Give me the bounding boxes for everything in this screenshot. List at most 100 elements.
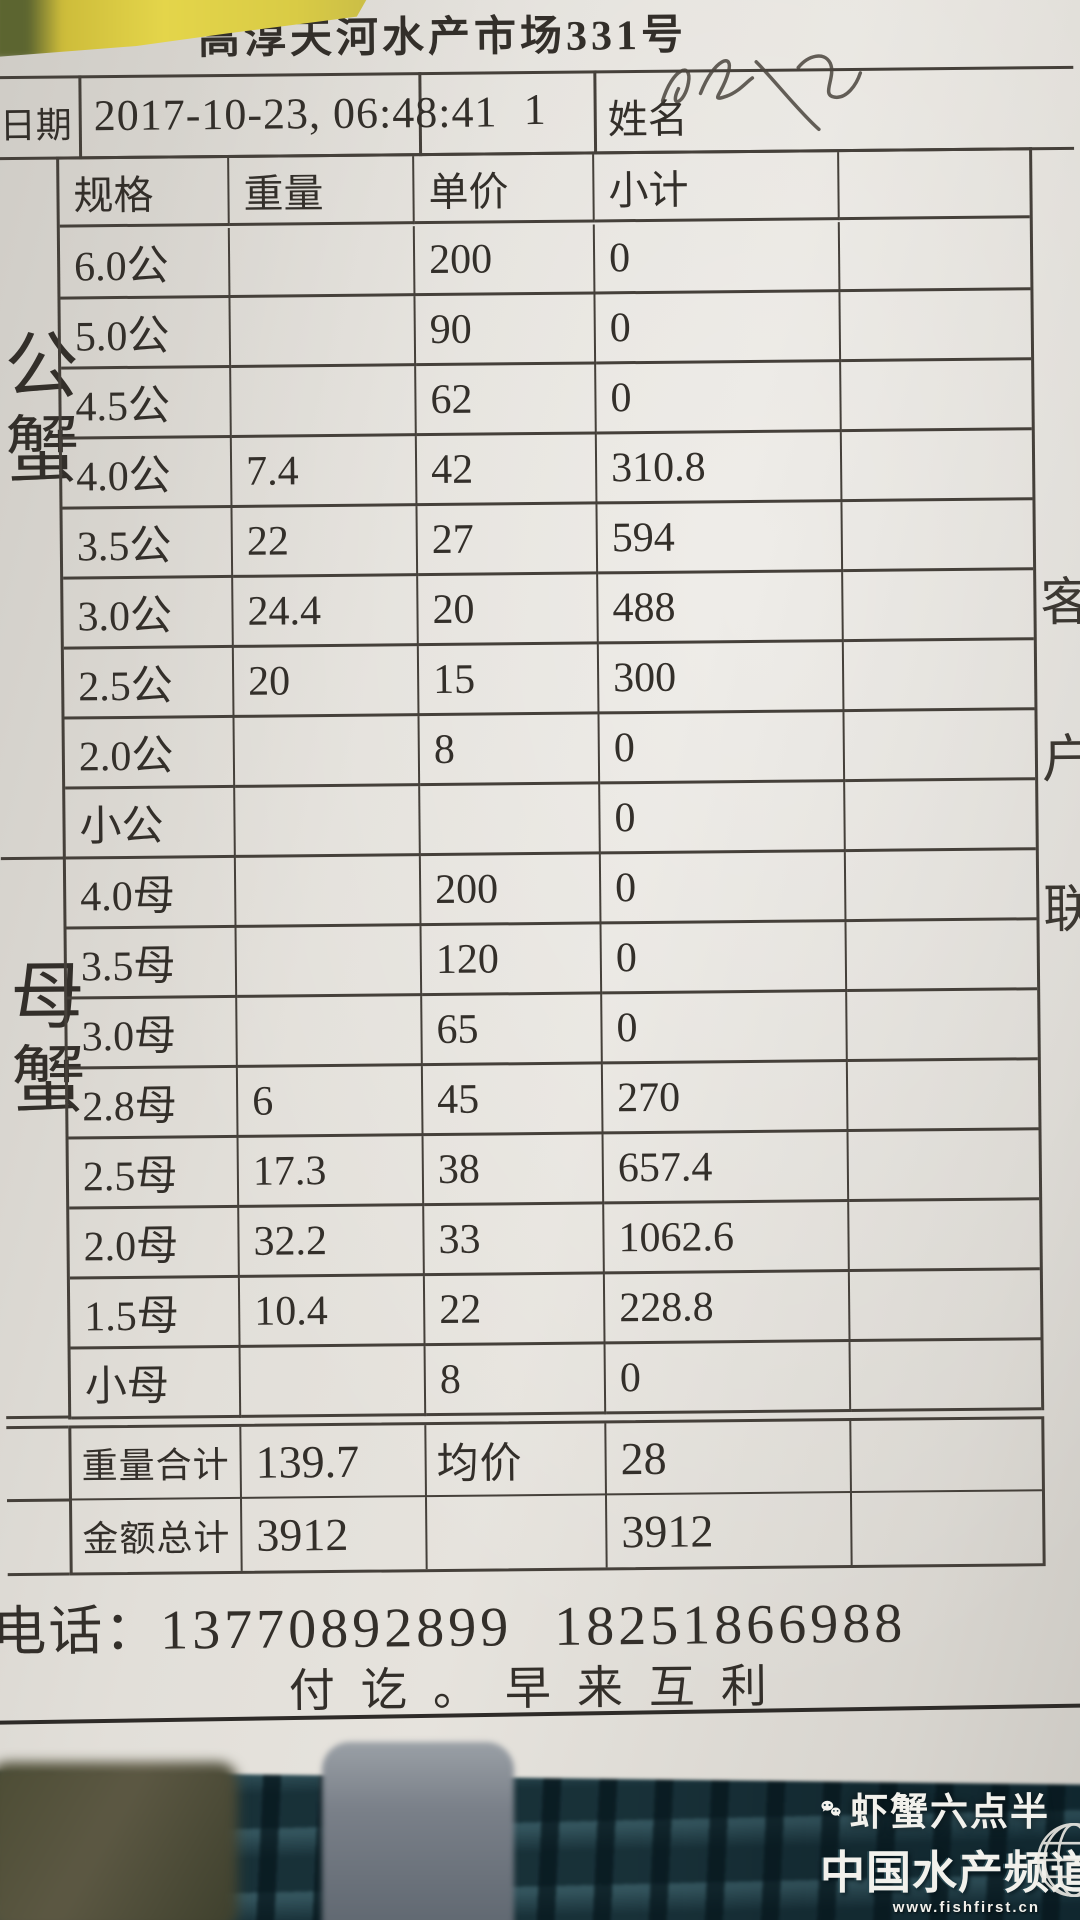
cell-extra	[842, 500, 1034, 573]
cell-extra	[851, 1419, 1042, 1494]
date-value: 2017-10-23, 06:48:41	[93, 87, 498, 141]
cell-extra	[841, 430, 1033, 503]
watermark: 虾蟹六点半 中国水产频道 www.fishfirst.cn	[820, 1781, 1080, 1916]
phone-label: 电话：	[0, 1600, 161, 1663]
cell-subtotal: 0	[605, 1342, 852, 1415]
cell-subtotal: 0	[594, 222, 841, 295]
cell-subtotal: 0	[600, 852, 847, 925]
cell-extra	[847, 990, 1038, 1063]
summary-tick	[7, 1572, 70, 1577]
cell-unit-price: 200	[414, 224, 596, 297]
avg-price-label: 均价	[426, 1423, 607, 1498]
cell-extra	[840, 290, 1032, 363]
price-table: 规格 重量 单价 小计 6.0公 200 0 5.0公 90 0 4.5公 62 0 4.0公 7.…	[56, 147, 1045, 1420]
total-amount-value: 3912	[242, 1497, 428, 1571]
cell-blank	[426, 1495, 608, 1570]
cell-spec: 4.0公	[61, 437, 233, 510]
table-bottom-tick	[6, 1415, 72, 1420]
cell-spec: 2.0母	[69, 1207, 240, 1280]
cell-extra	[848, 1130, 1040, 1203]
avg-price-value: 28	[606, 1421, 852, 1496]
cell-spec: 小母	[70, 1347, 242, 1420]
cell-extra	[849, 1270, 1041, 1343]
background-dark-object	[0, 1762, 238, 1920]
cell-extra	[839, 220, 1031, 293]
cell-unit-price: 200	[420, 854, 602, 927]
cell-spec: 2.5公	[63, 647, 235, 720]
col-header-subtotal: 小计	[594, 152, 840, 223]
cell-unit-price: 15	[418, 644, 600, 717]
cell-unit-price: 27	[417, 504, 599, 577]
cell-subtotal: 0	[601, 922, 848, 995]
cell-weight	[237, 996, 423, 1068]
cell-weight	[229, 226, 416, 298]
copy-label-char: 户	[1041, 731, 1080, 790]
total-weight-label: 重量合计	[71, 1426, 243, 1501]
cell-weight	[234, 716, 421, 788]
cell-unit-price: 90	[415, 294, 597, 367]
cell-weight	[230, 296, 417, 368]
col-header-weight: 重量	[229, 156, 415, 226]
watermark-channel-name: 中国水产频道	[820, 1847, 1080, 1898]
wechat-icon	[821, 1800, 841, 1816]
cell-extra	[846, 920, 1038, 993]
globe-icon	[1036, 1822, 1080, 1898]
col-header-extra	[839, 150, 1030, 221]
cell-unit-price: 62	[416, 364, 597, 437]
cell-weight: 17.3	[238, 1136, 425, 1208]
cell-spec: 3.0母	[67, 997, 238, 1070]
summary-tick	[6, 1425, 69, 1430]
cell-weight	[231, 366, 417, 438]
total-weight-value: 139.7	[241, 1425, 427, 1499]
summary-table: 重量合计 139.7 均价 28 金额总计 3912 3912	[68, 1416, 1046, 1576]
cell-subtotal: 228.8	[604, 1272, 851, 1345]
date-label: 日期	[0, 105, 73, 147]
cell-unit-price	[420, 784, 601, 857]
col-header-spec: 规格	[59, 157, 230, 228]
handwritten-signature	[660, 54, 863, 132]
cell-unit-price: 8	[425, 1344, 607, 1417]
cell-weight: 20	[233, 646, 420, 718]
cell-subtotal: 1062.6	[604, 1202, 850, 1275]
cell-weight	[240, 1346, 427, 1418]
cell-subtotal: 488	[598, 572, 844, 645]
copy-label-char: 联	[1043, 881, 1080, 940]
cell-extra	[852, 1491, 1043, 1565]
cell-weight	[236, 926, 423, 998]
date-row-divider	[78, 75, 83, 160]
cell-extra	[844, 710, 1036, 783]
cell-spec: 3.5母	[66, 927, 238, 1000]
cell-spec: 3.0公	[63, 577, 234, 650]
cell-extra	[843, 640, 1035, 713]
cell-subtotal: 0	[596, 362, 842, 435]
cell-subtotal: 0	[600, 782, 846, 855]
cell-unit-price: 65	[422, 994, 603, 1067]
cell-unit-price: 33	[424, 1204, 605, 1277]
cell-weight: 6	[237, 1066, 424, 1138]
cell-extra	[845, 850, 1037, 923]
cell-spec: 小公	[65, 787, 236, 860]
copy-label-char: 客	[1040, 574, 1080, 633]
cell-extra	[849, 1200, 1040, 1273]
cell-unit-price: 38	[423, 1134, 605, 1207]
cell-subtotal: 0	[595, 292, 842, 365]
cell-weight	[235, 856, 422, 928]
cell-spec: 3.5公	[62, 507, 234, 580]
cell-spec: 6.0公	[59, 227, 231, 300]
cell-subtotal: 300	[598, 642, 845, 715]
total-amount-value-2: 3912	[606, 1493, 853, 1568]
cell-subtotal: 270	[602, 1062, 849, 1135]
cell-extra	[847, 1060, 1039, 1133]
cell-spec: 5.0公	[60, 297, 232, 370]
cell-unit-price: 45	[422, 1064, 604, 1137]
cell-unit-price: 22	[424, 1274, 606, 1347]
col-header-price: 单价	[414, 154, 595, 225]
section-divider-tick	[0, 856, 66, 861]
cell-weight: 7.4	[231, 436, 418, 508]
cell-weight: 10.4	[239, 1276, 426, 1348]
cell-extra	[843, 570, 1034, 643]
cell-spec: 2.8母	[67, 1067, 239, 1140]
date-row-divider	[593, 70, 598, 155]
